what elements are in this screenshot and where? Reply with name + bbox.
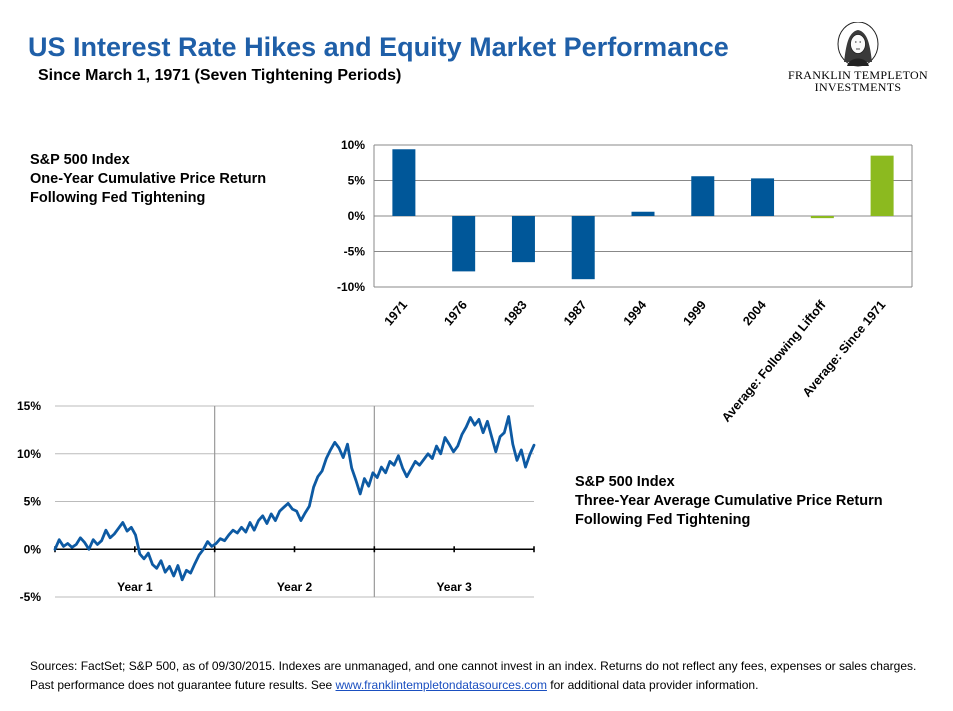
line-chart-description: S&P 500 Index Three-Year Average Cumulat… [575, 473, 883, 530]
bar-y-tick-label: -5% [344, 245, 366, 259]
bar-4 [631, 211, 655, 216]
footer-text-start: Sources: FactSet; S&P 500, as of 09/30/2… [30, 659, 917, 692]
bar-6 [751, 178, 775, 216]
line-y-tick-label: 15% [17, 399, 41, 413]
line-description-line2: Three-Year Average Cumulative Price Retu… [575, 493, 883, 509]
bar-8 [870, 155, 894, 216]
bar-0 [392, 149, 416, 216]
sp500-line [53, 415, 536, 582]
bar-2 [511, 216, 535, 263]
bar-1 [452, 216, 476, 272]
bar-description-line2: One-Year Cumulative Price Return [30, 171, 267, 187]
line-y-tick-label: 0% [24, 542, 42, 556]
bar-category-label: Average: Following Liftoff [719, 297, 829, 424]
bar-y-tick-label: 5% [348, 174, 366, 188]
line-y-tick-label: 10% [17, 447, 41, 461]
bar-description-line1: S&P 500 Index [30, 152, 130, 168]
page-title: US Interest Rate Hikes and Equity Market… [28, 32, 729, 62]
period-label: Year 1 [117, 580, 153, 594]
bar-3 [571, 216, 595, 280]
logo-text-line1: FRANKLIN TEMPLETON [788, 68, 928, 82]
bar-category-label: 1987 [561, 298, 590, 328]
page-subtitle: Since March 1, 1971 (Seven Tightening Pe… [38, 67, 402, 84]
bar-5 [691, 176, 715, 216]
bar-y-tick-label: 0% [348, 209, 366, 223]
bar-chart-description: S&P 500 Index One-Year Cumulative Price … [30, 151, 266, 208]
logo-text-line2: INVESTMENTS [814, 80, 902, 94]
bar-category-label: 1983 [501, 298, 530, 328]
footer-text-end: for additional data provider information… [546, 678, 759, 692]
bar-y-tick-label: -10% [337, 280, 365, 294]
period-label: Year 3 [436, 580, 472, 594]
data-sources-link[interactable]: www.franklintempletondatasources.com [335, 678, 547, 692]
bar-chart: 10% 5% 0% -5% -10% 1971 1976 1983 1987 1994 1999 20… [337, 138, 913, 425]
line-description-line3: Following Fed Tightening [575, 512, 751, 528]
franklin-templeton-logo: FRANKLIN TEMPLETON INVESTMENTS [778, 22, 938, 102]
line-chart: 15% 10% 5% 0% -5% Year 1 Year 2 Year 3 [17, 399, 536, 604]
bar-7 [810, 216, 834, 219]
bar-description-line3: Following Fed Tightening [30, 190, 206, 206]
bar-category-label: 1994 [621, 298, 650, 328]
bar-category-label: 2004 [740, 298, 769, 328]
footer-disclaimer: Sources: FactSet; S&P 500, as of 09/30/2… [30, 657, 935, 695]
line-y-tick-label: -5% [20, 590, 42, 604]
line-description-line1: S&P 500 Index [575, 474, 675, 490]
franklin-portrait-icon [837, 22, 879, 67]
bar-category-label: 1971 [382, 298, 411, 328]
line-y-tick-label: 5% [24, 495, 42, 509]
period-label: Year 2 [277, 580, 313, 594]
bar-category-label: 1976 [441, 298, 470, 328]
bar-y-tick-label: 10% [341, 138, 365, 152]
bar-category-label: 1999 [680, 298, 709, 328]
